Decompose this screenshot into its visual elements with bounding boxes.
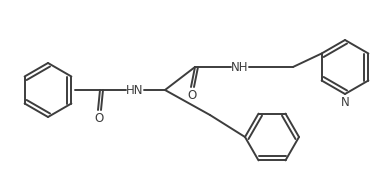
Text: N: N bbox=[341, 96, 349, 109]
Text: NH: NH bbox=[231, 60, 249, 73]
Text: O: O bbox=[187, 89, 197, 102]
Text: O: O bbox=[94, 112, 104, 125]
Text: HN: HN bbox=[126, 83, 144, 97]
